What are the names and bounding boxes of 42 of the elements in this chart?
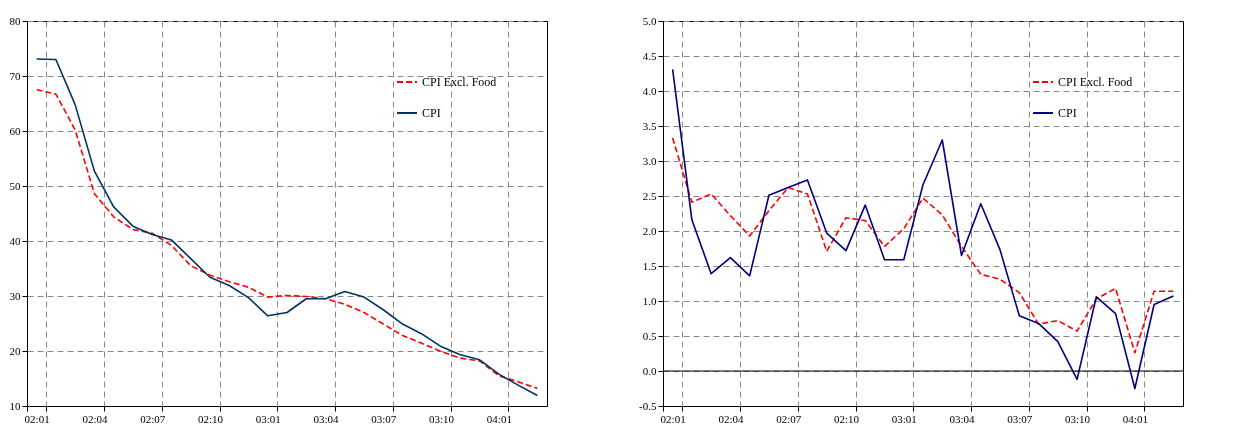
y-tick-label: 1.5 (642, 259, 657, 272)
y-tick-label: 60 (9, 124, 21, 137)
x-tick-label: 02:01 (660, 412, 686, 425)
x-tick-label: 02:10 (833, 412, 860, 425)
y-tick-label: 4.5 (642, 49, 657, 62)
y-tick-label: 20 (9, 344, 21, 357)
legend-label: CPI (1058, 106, 1077, 120)
y-tick-label: 5.0 (642, 14, 657, 27)
x-tick-label: 03:07 (371, 412, 397, 425)
y-tick-label: 4.0 (642, 84, 657, 97)
y-tick-label: 70 (9, 69, 21, 82)
y-tick-label: 2.5 (642, 189, 657, 202)
y-tick-label: 0.5 (642, 329, 657, 342)
x-tick-label: 03:01 (255, 412, 281, 425)
y-tick-label: 3.5 (642, 119, 657, 132)
y-tick-label: 10 (9, 399, 21, 412)
y-tick-label: 0.0 (642, 364, 657, 377)
x-tick-label: 03:10 (429, 412, 455, 425)
x-tick-label: 04:01 (486, 412, 512, 425)
y-tick-label: 30 (9, 289, 21, 302)
y-tick-label: 50 (9, 179, 21, 192)
x-tick-label: 03:04 (949, 412, 976, 425)
x-tick-label: 02:04 (82, 412, 108, 425)
y-tick-label: 1.0 (642, 294, 657, 307)
x-tick-label: 02:04 (718, 412, 744, 425)
x-tick-label: 02:01 (24, 412, 50, 425)
y-tick-label: 3.0 (642, 154, 657, 167)
legend-label: CPI (422, 106, 441, 120)
x-tick-label: 03:07 (1007, 412, 1033, 425)
x-tick-label: 02:07 (140, 412, 166, 425)
y-tick-label: -0.5 (639, 399, 657, 412)
y-tick-label: 80 (9, 14, 21, 27)
x-tick-label: 03:10 (1065, 412, 1091, 425)
y-tick-label: 40 (9, 234, 21, 247)
x-tick-label: 03:01 (891, 412, 917, 425)
legend-label: CPI Excl. Food (422, 75, 497, 89)
x-tick-label: 02:10 (197, 412, 224, 425)
x-tick-label: 03:04 (313, 412, 340, 425)
legend-label: CPI Excl. Food (1058, 75, 1133, 89)
x-tick-label: 04:01 (1122, 412, 1148, 425)
x-tick-label: 02:07 (776, 412, 802, 425)
y-tick-label: 2.0 (642, 224, 657, 237)
